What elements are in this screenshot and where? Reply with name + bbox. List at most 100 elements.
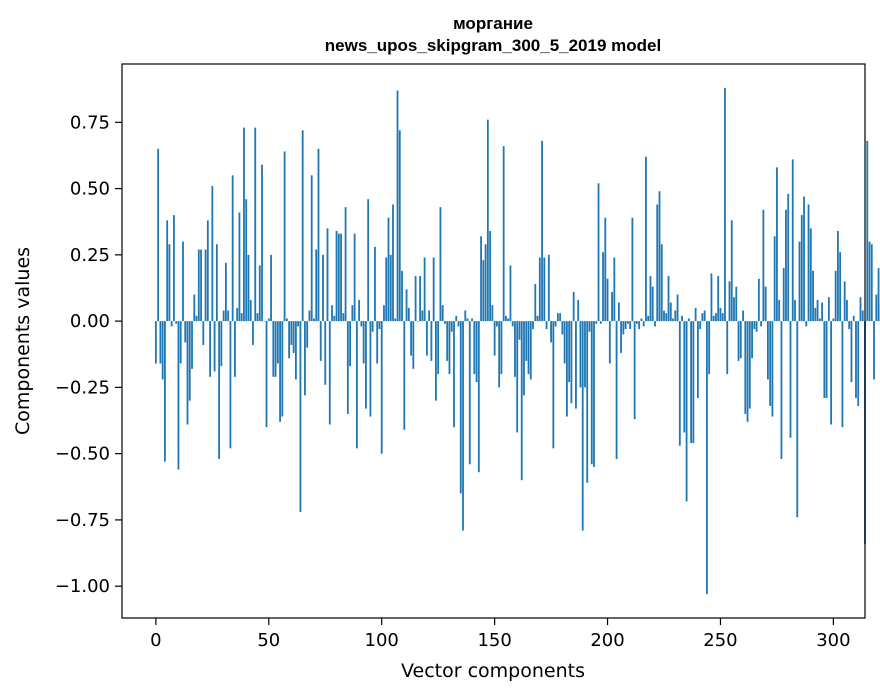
bar bbox=[405, 289, 408, 322]
bar bbox=[823, 321, 826, 398]
bar bbox=[733, 297, 735, 322]
x-tick-label: 150 bbox=[477, 630, 511, 651]
bar bbox=[681, 315, 683, 322]
bar bbox=[164, 321, 166, 462]
y-axis-ticks: −1.00 −0.75 −0.50 −0.25 0.00 0.25 0.50 0.75 bbox=[55, 112, 122, 597]
bar bbox=[626, 321, 629, 324]
bar bbox=[491, 305, 494, 322]
bar bbox=[290, 321, 293, 345]
bar bbox=[832, 318, 835, 322]
bar bbox=[590, 321, 593, 465]
x-axis-label: Vector components bbox=[401, 660, 585, 682]
bar bbox=[195, 315, 198, 322]
bar bbox=[473, 321, 476, 375]
bar bbox=[547, 254, 550, 322]
bar bbox=[283, 151, 286, 322]
bar bbox=[825, 321, 828, 398]
bar bbox=[615, 321, 618, 459]
bar bbox=[658, 191, 661, 322]
bar bbox=[439, 207, 442, 322]
bar bbox=[211, 185, 214, 322]
bar bbox=[301, 130, 304, 322]
bar bbox=[581, 321, 584, 531]
bar bbox=[538, 257, 541, 322]
bar bbox=[606, 278, 609, 322]
bar bbox=[728, 281, 731, 322]
bar bbox=[322, 254, 324, 322]
bar bbox=[608, 321, 611, 364]
bar bbox=[647, 315, 650, 322]
bar bbox=[387, 217, 390, 322]
bar bbox=[827, 297, 830, 322]
bar bbox=[805, 321, 808, 327]
bar bbox=[215, 244, 218, 322]
bar bbox=[401, 270, 403, 322]
bar bbox=[719, 307, 722, 322]
bar bbox=[751, 321, 753, 359]
bar bbox=[170, 321, 173, 327]
bar bbox=[480, 236, 482, 322]
bar bbox=[873, 321, 875, 380]
bar bbox=[645, 156, 647, 322]
bar bbox=[191, 321, 193, 369]
bar bbox=[676, 294, 679, 322]
bar bbox=[699, 321, 702, 330]
bar bbox=[846, 299, 848, 322]
bar bbox=[757, 278, 760, 322]
bar bbox=[746, 321, 749, 422]
bar bbox=[186, 321, 189, 425]
bar bbox=[376, 321, 379, 364]
bar bbox=[173, 215, 175, 322]
bar bbox=[258, 265, 261, 322]
bar bbox=[721, 313, 724, 322]
bar bbox=[432, 257, 435, 322]
bar bbox=[527, 321, 530, 375]
bar bbox=[249, 299, 252, 322]
bar bbox=[159, 321, 162, 364]
bar bbox=[640, 318, 643, 322]
bar bbox=[821, 302, 823, 322]
y-tick-label: −0.25 bbox=[55, 377, 110, 398]
bar bbox=[861, 310, 864, 322]
bar bbox=[222, 310, 225, 322]
bar bbox=[622, 321, 625, 335]
bar bbox=[565, 321, 568, 417]
bar bbox=[753, 321, 756, 330]
bar bbox=[328, 321, 331, 425]
bar bbox=[798, 241, 801, 322]
bar bbox=[324, 321, 327, 385]
bar bbox=[568, 321, 571, 383]
x-tick-label: 50 bbox=[257, 630, 280, 651]
bar bbox=[362, 321, 365, 364]
bar bbox=[484, 244, 487, 322]
bar bbox=[529, 321, 532, 380]
y-tick-label: −0.75 bbox=[55, 510, 110, 531]
bar bbox=[877, 268, 880, 322]
bar bbox=[315, 249, 318, 322]
bar bbox=[685, 321, 688, 502]
bar bbox=[561, 321, 564, 335]
bar bbox=[631, 217, 634, 322]
bar bbox=[421, 310, 424, 322]
bar bbox=[378, 321, 381, 330]
bar bbox=[593, 321, 595, 467]
bar bbox=[505, 315, 507, 322]
bar bbox=[554, 321, 557, 327]
bar bbox=[588, 321, 591, 332]
bar bbox=[200, 249, 202, 322]
bar bbox=[206, 220, 209, 322]
bars-group bbox=[154, 87, 880, 595]
bar bbox=[441, 305, 444, 322]
bar bbox=[843, 281, 846, 322]
bar bbox=[669, 302, 672, 322]
bar bbox=[678, 321, 681, 446]
bar bbox=[785, 209, 787, 322]
bar bbox=[604, 217, 607, 322]
bar bbox=[430, 321, 433, 361]
bar bbox=[791, 159, 794, 322]
bar bbox=[234, 321, 236, 377]
bar bbox=[667, 276, 670, 322]
bar bbox=[464, 310, 467, 322]
